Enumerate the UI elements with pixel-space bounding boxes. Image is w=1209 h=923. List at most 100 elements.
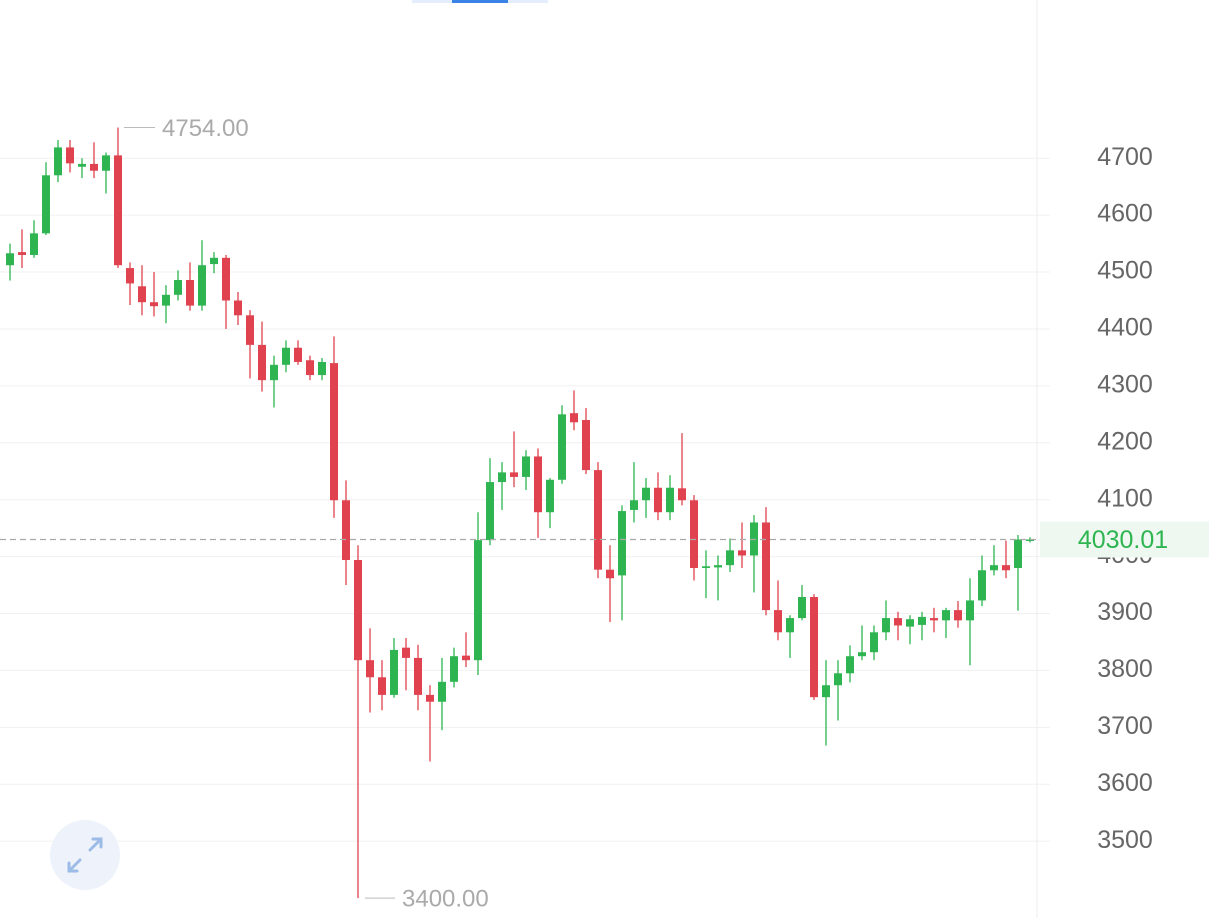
expand-button[interactable] bbox=[50, 820, 120, 890]
expand-circle[interactable] bbox=[50, 820, 120, 890]
y-tick-label: 3900 bbox=[1097, 598, 1153, 626]
candle-body bbox=[726, 550, 734, 566]
candle-body bbox=[186, 280, 194, 306]
candle-body bbox=[894, 618, 902, 626]
candle-body bbox=[498, 472, 506, 483]
candle-body bbox=[450, 656, 458, 682]
candle-body bbox=[210, 257, 218, 265]
candle-body bbox=[318, 361, 326, 376]
candle-body bbox=[258, 344, 266, 381]
candle-body bbox=[942, 610, 950, 621]
candle-body bbox=[114, 155, 122, 266]
candle-body bbox=[582, 420, 590, 471]
candle-body bbox=[222, 257, 230, 301]
candle-body bbox=[558, 414, 566, 480]
candle-body bbox=[90, 163, 98, 171]
candle-body bbox=[702, 566, 710, 568]
candle-body bbox=[678, 488, 686, 501]
candle-body bbox=[102, 155, 110, 171]
candle-body bbox=[858, 652, 866, 657]
last-price-label: 4030.01 bbox=[1078, 526, 1168, 554]
candle-body bbox=[618, 511, 626, 576]
candle-body bbox=[606, 569, 614, 579]
y-tick-label: 4600 bbox=[1097, 200, 1153, 228]
candle-body bbox=[30, 233, 38, 255]
candle-body bbox=[270, 364, 278, 381]
candle-body bbox=[822, 685, 830, 698]
candle-body bbox=[654, 487, 662, 513]
candle-body bbox=[930, 618, 938, 621]
y-tick-label: 3600 bbox=[1097, 769, 1153, 797]
candle-body bbox=[978, 570, 986, 601]
candle-body bbox=[426, 694, 434, 702]
candle-body bbox=[570, 413, 578, 423]
candle-body bbox=[486, 482, 494, 541]
candle-body bbox=[990, 565, 998, 571]
candle-body bbox=[738, 550, 746, 556]
candle-body bbox=[882, 618, 890, 633]
candle-body bbox=[834, 673, 842, 686]
candle-body bbox=[294, 347, 302, 362]
last-price-box bbox=[1040, 521, 1209, 558]
candle-body bbox=[918, 616, 926, 625]
candle-body bbox=[162, 294, 170, 306]
candle-body bbox=[414, 657, 422, 695]
y-tick-label: 4100 bbox=[1097, 484, 1153, 512]
candle-body bbox=[126, 268, 134, 284]
candle-body bbox=[282, 347, 290, 365]
candle-body bbox=[6, 253, 14, 266]
candle-body bbox=[786, 618, 794, 633]
candle-body bbox=[594, 470, 602, 570]
candle-body bbox=[774, 610, 782, 633]
y-tick-label: 4400 bbox=[1097, 314, 1153, 342]
candle-body bbox=[234, 300, 242, 316]
expand-icon[interactable] bbox=[67, 837, 103, 873]
plot: 3500360037003800390040004100420043004400… bbox=[0, 115, 1209, 912]
candle-body bbox=[546, 479, 554, 513]
candle-body bbox=[246, 315, 254, 345]
y-tick-label: 4500 bbox=[1097, 257, 1153, 285]
candle-body bbox=[150, 302, 158, 307]
candle-body bbox=[870, 632, 878, 653]
candle-body bbox=[642, 487, 650, 501]
candle-body bbox=[630, 500, 638, 510]
candle-body bbox=[330, 363, 338, 501]
candle-body bbox=[42, 175, 50, 234]
tab-indicator bbox=[452, 0, 508, 3]
candle-body bbox=[906, 619, 914, 627]
candle-body bbox=[54, 147, 62, 176]
candle-body bbox=[378, 677, 386, 695]
y-tick-label: 3500 bbox=[1097, 826, 1153, 854]
candle-body bbox=[462, 655, 470, 661]
min-label: 3400.00 bbox=[402, 885, 489, 912]
candle-body bbox=[138, 286, 146, 303]
candle-body bbox=[966, 600, 974, 621]
candle-body bbox=[534, 456, 542, 513]
y-tick-label: 3700 bbox=[1097, 712, 1153, 740]
candle-body bbox=[522, 456, 530, 477]
candle-body bbox=[1014, 539, 1022, 568]
y-tick-label: 4200 bbox=[1097, 427, 1153, 455]
candle-body bbox=[402, 647, 410, 658]
y-tick-label: 4700 bbox=[1097, 143, 1153, 171]
candle-body bbox=[66, 147, 74, 164]
candle-body bbox=[762, 522, 770, 611]
candle-body bbox=[846, 656, 854, 674]
candle-body bbox=[1002, 565, 1010, 571]
candle-body bbox=[666, 487, 674, 513]
candle-body bbox=[342, 500, 350, 561]
candle-body bbox=[798, 597, 806, 619]
max-label: 4754.00 bbox=[162, 115, 249, 142]
candle-body bbox=[474, 540, 482, 661]
candle-body bbox=[354, 560, 362, 661]
candle-body bbox=[198, 265, 206, 306]
candle-body bbox=[438, 681, 446, 702]
y-tick-label: 4300 bbox=[1097, 370, 1153, 398]
y-tick-label: 3800 bbox=[1097, 655, 1153, 683]
candle-body bbox=[390, 649, 398, 695]
candle-body bbox=[954, 610, 962, 621]
candle-body bbox=[366, 660, 374, 678]
candle-body bbox=[306, 360, 314, 376]
